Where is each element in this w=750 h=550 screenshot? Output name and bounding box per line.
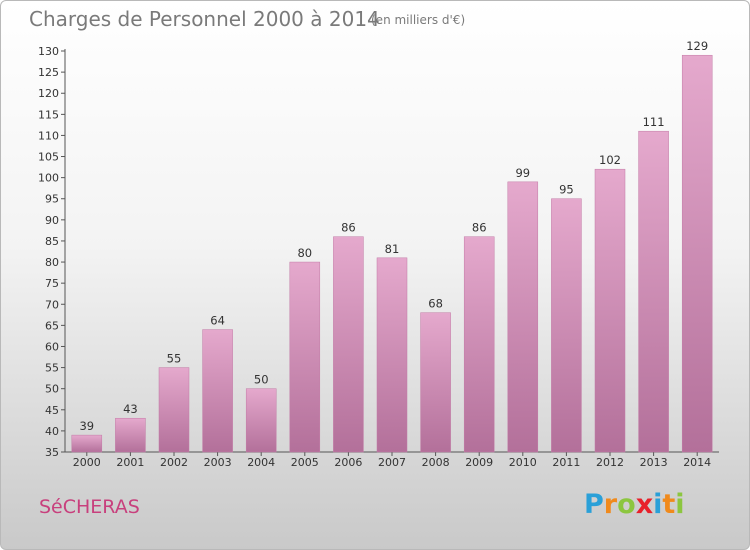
logo-letter: x (635, 489, 654, 520)
chart-subtitle: (en milliers d'€) (371, 13, 466, 27)
commune-name: SéCHERAS (39, 496, 140, 518)
x-tick-label-2000: 2000 (73, 456, 101, 469)
x-tick-label-2008: 2008 (422, 456, 450, 469)
value-label-2000: 39 (79, 419, 94, 433)
y-tick-label: 40 (45, 425, 59, 438)
value-label-2008: 68 (428, 297, 443, 311)
bar-2011 (551, 198, 582, 453)
y-tick-label: 75 (45, 277, 59, 290)
x-tick-label-2012: 2012 (596, 456, 624, 469)
y-tick-label: 95 (45, 193, 59, 206)
logo-letter: P (584, 489, 604, 520)
value-label-2005: 80 (297, 246, 312, 260)
value-label-2009: 86 (472, 221, 487, 235)
bar-2002 (158, 367, 190, 453)
bar-2010 (507, 181, 539, 453)
bar-2005 (289, 261, 321, 453)
x-tick-label-2014: 2014 (683, 456, 711, 469)
bar-2007 (376, 257, 408, 453)
value-label-2013: 111 (643, 115, 665, 129)
value-label-2003: 64 (210, 314, 225, 328)
logo-letter: t (662, 489, 676, 520)
y-tick-label: 100 (38, 172, 59, 185)
y-tick-label: 60 (45, 340, 59, 353)
value-label-2001: 43 (123, 402, 138, 416)
bar-2012 (594, 168, 626, 453)
logo-letter: r (603, 489, 618, 520)
chart-title: Charges de Personnel 2000 à 2014 (29, 7, 380, 31)
x-tick-label-2013: 2013 (640, 456, 668, 469)
y-tick-label: 85 (45, 235, 59, 248)
logo-letter: o (617, 489, 636, 520)
x-tick-label-2003: 2003 (204, 456, 232, 469)
x-tick-label-2002: 2002 (160, 456, 188, 469)
value-label-2004: 50 (254, 373, 269, 387)
y-tick-label: 105 (38, 151, 59, 164)
x-tick-label-2006: 2006 (334, 456, 362, 469)
bar-series (71, 54, 713, 453)
y-tick-label: 65 (45, 319, 59, 332)
bar-2006 (333, 236, 364, 453)
bar-2003 (202, 329, 233, 453)
y-tick-label: 70 (45, 298, 59, 311)
y-tick-label: 50 (45, 383, 59, 396)
logo-letter: i (653, 489, 663, 520)
x-tick-label-2010: 2010 (509, 456, 537, 469)
y-tick-label: 80 (45, 256, 59, 269)
bar-2000 (71, 434, 103, 453)
bar-2013 (638, 130, 669, 453)
y-tick-label: 110 (38, 129, 59, 142)
y-tick-label: 125 (38, 66, 59, 79)
value-label-2007: 81 (385, 242, 400, 256)
value-label-2011: 95 (559, 183, 574, 197)
y-tick-label: 115 (38, 108, 59, 121)
y-tick-label: 55 (45, 362, 59, 375)
y-tick-label: 130 (38, 45, 59, 58)
bar-2004 (245, 388, 277, 453)
chart-axes: 35 40 45 50 55 60 65 70 75 80 85 90 95 100 105 110 115 12… (38, 45, 719, 469)
x-tick-label-2001: 2001 (116, 456, 144, 469)
value-labels: 39 43 55 64 50 80 86 81 68 86 99 95 102 111 129 (79, 39, 708, 433)
value-label-2006: 86 (341, 221, 356, 235)
x-tick-label-2009: 2009 (465, 456, 493, 469)
y-tick-label: 90 (45, 214, 59, 227)
y-tick-label: 45 (45, 404, 59, 417)
bar-2001 (115, 417, 146, 453)
proxiti-logo[interactable]: Proxiti (584, 489, 685, 520)
x-tick-label-2011: 2011 (552, 456, 580, 469)
x-tick-label-2007: 2007 (378, 456, 406, 469)
value-label-2002: 55 (167, 352, 182, 366)
value-label-2010: 99 (515, 166, 530, 180)
bar-2014 (681, 54, 713, 453)
value-label-2012: 102 (599, 153, 621, 167)
y-tick-label: 120 (38, 87, 59, 100)
value-label-2014: 129 (686, 39, 708, 53)
logo-letter: i (675, 489, 685, 520)
bar-2009 (463, 236, 495, 453)
x-tick-label-2005: 2005 (291, 456, 319, 469)
y-tick-label: 35 (45, 446, 59, 459)
bar-2008 (420, 312, 451, 453)
x-tick-label-2004: 2004 (247, 456, 275, 469)
